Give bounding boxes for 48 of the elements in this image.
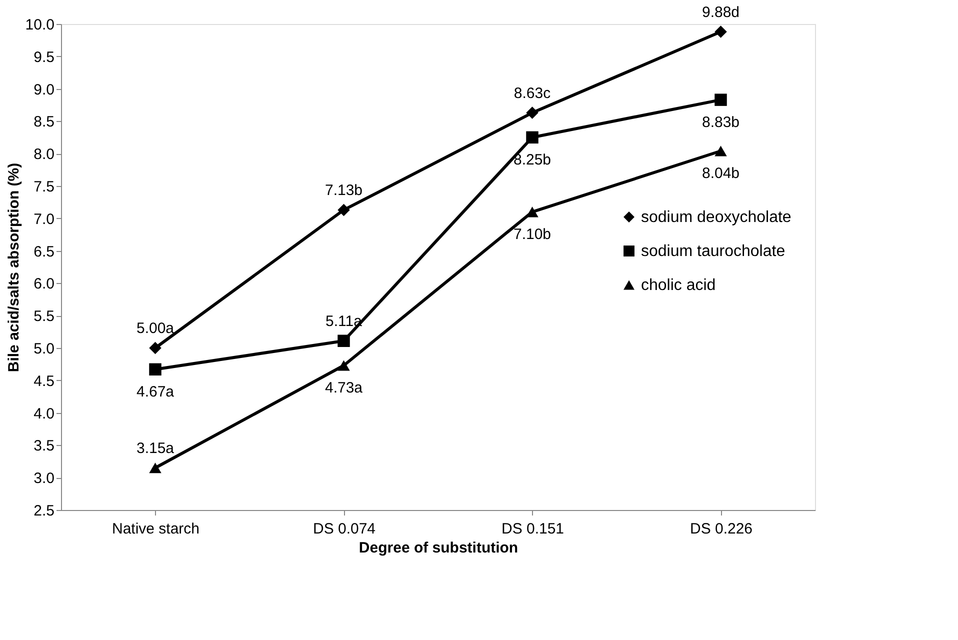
- y-tick-label: 10.0: [25, 16, 54, 34]
- y-axis-title: Bile acid/salts absorption (%): [5, 162, 22, 372]
- data-label: 8.63c: [514, 84, 552, 102]
- y-tick-label: 8.0: [34, 146, 54, 164]
- point: [526, 131, 538, 144]
- data-label: 7.10b: [513, 226, 552, 243]
- data-label: 5.00a: [136, 320, 175, 337]
- point: [714, 94, 727, 106]
- data-label: 3.15a: [136, 440, 175, 457]
- y-tick-label: 7.0: [34, 210, 54, 228]
- data-label: 4.73a: [324, 379, 364, 396]
- data-label: 7.13b: [324, 182, 363, 199]
- point: [714, 26, 727, 38]
- legend-label: sodium taurocholate: [641, 243, 786, 260]
- point: [714, 146, 727, 156]
- y-tick-label: 5.5: [34, 308, 54, 326]
- point: [526, 206, 538, 218]
- y-tick-label: 3.5: [34, 438, 54, 455]
- x-tick-label: DS 0.226: [690, 520, 753, 538]
- y-tick-label: 6.5: [34, 243, 54, 260]
- y-tick-label: 8.5: [34, 114, 54, 131]
- point: [149, 462, 162, 474]
- y-tick-label: 4.5: [34, 372, 54, 390]
- data-label: 9.88d: [702, 4, 740, 21]
- y-tick-label: 5.0: [34, 340, 54, 358]
- point: [338, 204, 350, 216]
- point: [338, 360, 350, 371]
- data-label: 8.25b: [513, 151, 552, 168]
- x-tick-label: DS 0.151: [501, 520, 564, 538]
- legend-label: sodium deoxycholate: [641, 209, 792, 226]
- y-tick-label: 4.0: [34, 405, 54, 422]
- point: [526, 106, 538, 119]
- data-label: 8.04b: [702, 165, 740, 182]
- data-label: 8.83b: [702, 114, 740, 131]
- point: [338, 334, 350, 347]
- point: [149, 342, 162, 354]
- y-tick-label: 3.0: [34, 470, 54, 488]
- y-tick-label: 2.5: [34, 502, 54, 520]
- data-label: 4.67a: [136, 383, 175, 400]
- x-tick-label: Native starch: [112, 520, 200, 538]
- y-tick-label: 9.0: [34, 81, 54, 98]
- legend-label: cholic acid: [641, 277, 716, 294]
- point: [149, 363, 162, 376]
- y-tick-label: 7.5: [34, 178, 54, 196]
- y-tick-label: 6.0: [34, 276, 54, 293]
- y-tick-label: 9.5: [34, 48, 54, 66]
- x-axis-title: Degree of substitution: [358, 540, 518, 556]
- x-tick-label: DS 0.074: [312, 520, 376, 538]
